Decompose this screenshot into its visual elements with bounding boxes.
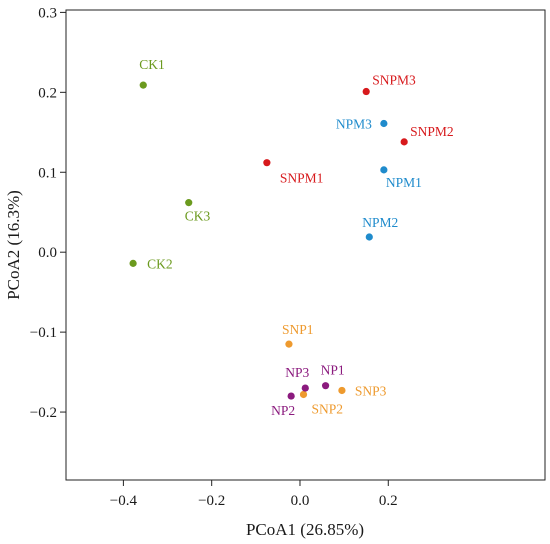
x-tick-label: 0.2 [379, 493, 398, 509]
point-np3 [301, 384, 309, 392]
point-np2 [287, 392, 295, 400]
point-snp1 [285, 340, 293, 348]
point-label-npm2: NPM2 [362, 215, 398, 230]
data-points [129, 81, 408, 400]
point-snp2 [299, 390, 308, 399]
y-tick-label: −0.2 [30, 405, 57, 421]
point-label-ck2: CK2 [147, 256, 173, 271]
point-label-snpm3: SNPM3 [372, 73, 416, 88]
y-tick-label: 0.2 [38, 85, 57, 101]
point-ck1 [139, 81, 147, 89]
point-label-npm3: NPM3 [336, 117, 372, 132]
point-snpm1 [263, 159, 271, 167]
point-ck3 [185, 199, 193, 207]
point-labels: CK1 CK3 CK2 SNPM3 SNPM2 SNPM1 NPM3 NPM1 NPM2 SNP1… [139, 57, 453, 418]
point-np1 [321, 382, 330, 390]
point-npm1 [380, 166, 388, 174]
y-tick-label: 0.3 [38, 5, 57, 21]
point-snpm3 [362, 87, 370, 96]
point-label-np2: NP2 [271, 403, 295, 418]
point-label-snp1: SNP1 [282, 322, 314, 337]
point-snpm2 [400, 138, 408, 146]
point-label-np3: NP3 [285, 365, 309, 380]
point-label-snp2: SNP2 [312, 401, 344, 416]
point-label-npm1: NPM1 [386, 175, 422, 190]
point-label-ck1: CK1 [139, 57, 165, 72]
x-tick-label: −0.4 [110, 493, 138, 509]
plot-frame [65, 9, 546, 481]
point-label-np1: NP1 [321, 363, 345, 378]
x-axis-title: PCoA1 (26.85%) [246, 520, 364, 539]
y-tick-label: 0.1 [38, 165, 57, 181]
y-axis-ticks: −0.2 −0.1 0.0 0.1 0.2 0.3 [30, 5, 66, 421]
y-axis-title: PCoA2 (16.3%) [4, 190, 23, 300]
y-tick-label: 0.0 [38, 245, 57, 261]
point-label-snp3: SNP3 [355, 383, 387, 398]
point-npm2 [365, 233, 373, 241]
y-tick-label: −0.1 [30, 325, 57, 341]
x-tick-label: −0.2 [198, 493, 225, 509]
x-tick-label: 0.0 [291, 493, 310, 509]
point-label-snpm2: SNPM2 [410, 124, 454, 139]
point-npm3 [380, 119, 388, 128]
point-ck2 [129, 259, 137, 267]
x-axis-ticks: −0.4 −0.2 0.0 0.2 [110, 480, 398, 509]
point-label-snpm1: SNPM1 [280, 171, 324, 186]
point-label-ck3: CK3 [185, 209, 211, 224]
point-snp3 [338, 386, 346, 395]
